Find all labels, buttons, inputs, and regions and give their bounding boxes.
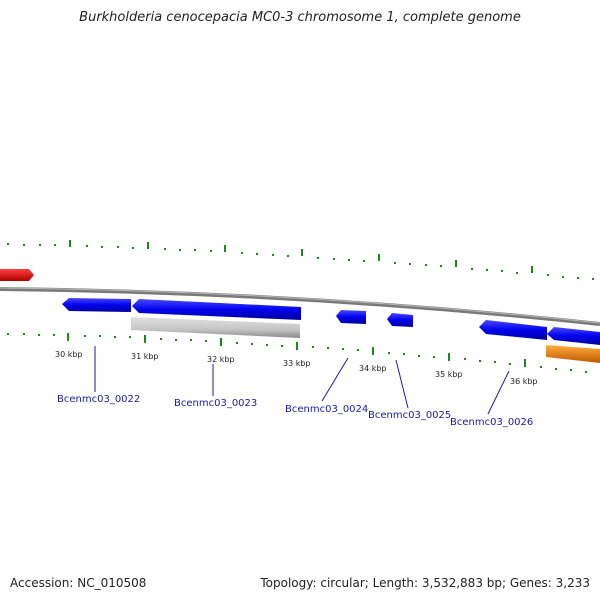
lower-tick-row <box>7 333 587 373</box>
gene-arrows <box>62 298 600 345</box>
gene-bcenmc03-0024[interactable] <box>336 310 366 324</box>
gene-label-bcenmc03-0024[interactable]: Bcenmc03_0024 <box>285 404 368 415</box>
scale-label-32kbp: 32 kbp <box>207 355 235 364</box>
orange-feature[interactable] <box>546 345 600 363</box>
red-feature[interactable] <box>0 269 34 281</box>
gene-partial-right[interactable] <box>547 327 600 345</box>
gene-bcenmc03-0023[interactable] <box>132 299 301 320</box>
gene-bcenmc03-0026[interactable] <box>479 320 547 340</box>
pseudogene-feature[interactable] <box>131 317 300 338</box>
gene-bcenmc03-0022[interactable] <box>62 298 131 312</box>
scale-label-36kbp: 36 kbp <box>510 377 538 386</box>
scale-label-33kbp: 33 kbp <box>283 359 311 368</box>
scale-label-34kbp: 34 kbp <box>359 364 387 373</box>
scale-label-30kbp: 30 kbp <box>55 350 83 359</box>
scale-label-35kbp: 35 kbp <box>435 370 463 379</box>
chromosome-backbone <box>0 287 600 326</box>
gene-label-bcenmc03-0022[interactable]: Bcenmc03_0022 <box>57 394 140 405</box>
gene-label-bcenmc03-0026[interactable]: Bcenmc03_0026 <box>450 417 533 428</box>
gene-labels: Bcenmc03_0022 Bcenmc03_0023 Bcenmc03_002… <box>57 394 533 428</box>
accession-text: Accession: NC_010508 <box>10 576 147 590</box>
upper-tick-row <box>7 240 594 280</box>
genome-summary-text: Topology: circular; Length: 3,532,883 bp… <box>260 576 590 590</box>
gene-label-leaders <box>94 346 510 415</box>
scale-label-31kbp: 31 kbp <box>131 352 159 361</box>
gene-bcenmc03-0025[interactable] <box>387 313 413 327</box>
gene-label-bcenmc03-0023[interactable]: Bcenmc03_0023 <box>174 398 257 409</box>
scale-labels: 30 kbp 31 kbp 32 kbp 33 kbp 34 kbp 35 kb… <box>55 350 538 386</box>
gene-label-bcenmc03-0025[interactable]: Bcenmc03_0025 <box>368 410 451 421</box>
map-title: Burkholderia cenocepacia MC0-3 chromosom… <box>79 10 521 25</box>
